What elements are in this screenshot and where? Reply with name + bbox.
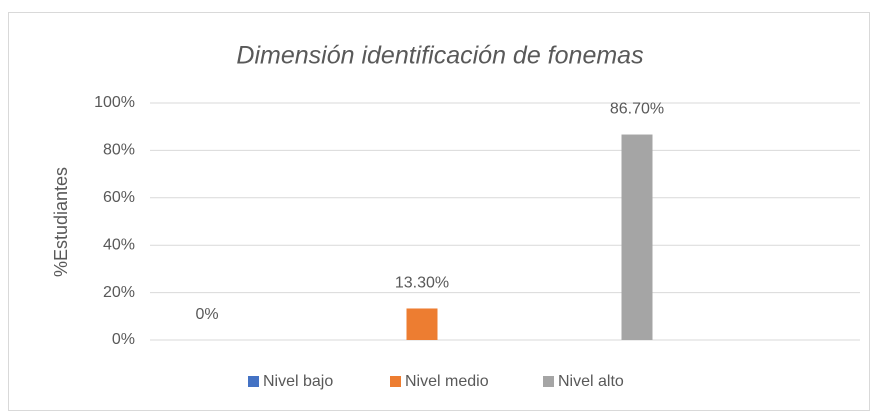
legend-swatch [390,376,401,387]
chart-title: Dimensión identificación de fonemas [236,42,643,70]
y-tick-label: 60% [103,189,135,206]
y-axis-label: %Estudiantes [51,167,71,277]
y-tick-label: 100% [94,94,135,111]
y-tick-label: 0% [112,331,135,348]
legend-swatch [248,376,259,387]
legend-label: Nivel bajo [263,373,333,390]
data-label: 13.30% [395,275,449,292]
legend-label: Nivel medio [405,373,489,390]
legend-swatch [543,376,554,387]
y-tick-label: 20% [103,284,135,301]
bar [621,134,653,340]
data-label: 0% [195,306,218,323]
data-label: 86.70% [610,101,664,118]
chart-border [8,12,870,411]
legend-label: Nivel alto [558,373,624,390]
y-tick-label: 80% [103,142,135,159]
y-tick-label: 40% [103,236,135,253]
bar [406,308,438,340]
